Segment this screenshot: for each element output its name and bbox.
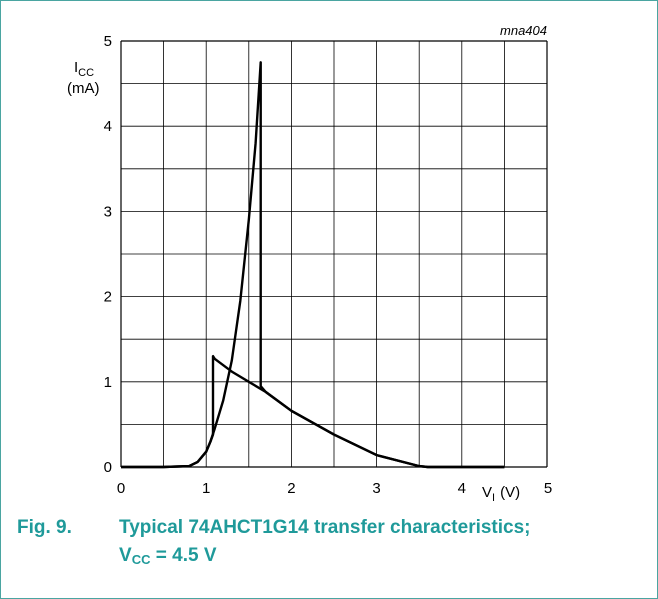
x-tick-label: 1 xyxy=(202,480,210,497)
y-tick-label: 4 xyxy=(104,118,112,135)
y-tick-label: 0 xyxy=(104,459,112,476)
x-tick-label: 5 xyxy=(544,480,552,497)
transfer-characteristic-chart: 0 1 2 3 4 5 0 1 2 3 4 5 mna404 ICC (mA) VI (V) xyxy=(67,23,553,504)
x-tick-label: 3 xyxy=(372,480,380,497)
diagram-code: mna404 xyxy=(500,23,547,38)
y-axis-unit: (mA) xyxy=(67,80,100,97)
x-tick-label: 2 xyxy=(287,480,295,497)
chart-grid xyxy=(120,40,548,468)
x-axis-label: VI (V) xyxy=(482,484,520,504)
caption-number: Fig. 9. xyxy=(17,517,72,538)
y-tick-label: 5 xyxy=(104,33,112,50)
falling-input-curve xyxy=(121,355,505,469)
y-tick-label: 3 xyxy=(104,203,112,220)
rising-input-curve xyxy=(121,61,505,469)
caption-title: Typical 74AHCT1G14 transfer characterist… xyxy=(119,517,531,538)
chart-curves xyxy=(121,61,505,469)
y-tick-label: 2 xyxy=(104,289,112,306)
x-tick-label: 4 xyxy=(458,480,466,497)
y-axis-label: ICC xyxy=(74,59,94,79)
chart-tick-labels: 0 1 2 3 4 5 0 1 2 3 4 5 xyxy=(104,33,553,497)
y-tick-label: 1 xyxy=(104,374,112,391)
caption-condition: VCC = 4.5 V xyxy=(119,545,217,567)
x-tick-label: 0 xyxy=(117,480,125,497)
